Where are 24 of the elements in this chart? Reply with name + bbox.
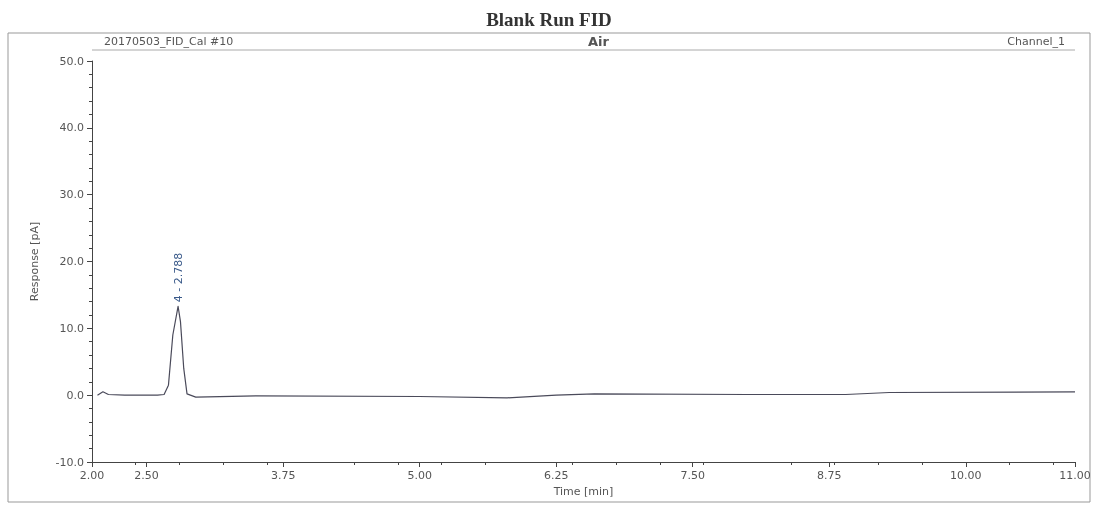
x-tick-label: 8.75 bbox=[817, 469, 842, 482]
x-tick-label: 3.75 bbox=[270, 469, 296, 482]
x-tick-label: 10.00 bbox=[950, 469, 982, 482]
x-tick-label: 11.00 bbox=[1059, 469, 1091, 482]
text: Air bbox=[588, 34, 610, 49]
x-axis-title: Time [min] bbox=[552, 484, 614, 498]
text: 20170503_FID_Cal #10 bbox=[104, 35, 234, 48]
y-tick-label: 10.0 bbox=[59, 321, 84, 335]
x-tick-label: 2.00 bbox=[79, 469, 105, 482]
y-tick-label: 40.0 bbox=[59, 121, 84, 135]
y-tick-label: 30.0 bbox=[59, 188, 84, 202]
y-tick-label: 50.0 bbox=[59, 54, 84, 68]
text: Channel_1 bbox=[1007, 35, 1066, 48]
x-tick-label: 5.00 bbox=[407, 469, 432, 482]
x-tick-label: 2.50 bbox=[134, 469, 159, 482]
y-tick-label: 20.0 bbox=[59, 255, 84, 268]
y-tick-label: -10.0 bbox=[55, 455, 84, 469]
x-tick-label: 6.25 bbox=[543, 469, 569, 482]
chart-title: Blank Run FID bbox=[486, 9, 612, 30]
y-tick-label: 0.0 bbox=[66, 388, 84, 402]
x-tick-label: 7.50 bbox=[680, 469, 705, 482]
annotation: 4 - 2.788 bbox=[171, 252, 185, 303]
y-axis-title: Response [pA] bbox=[28, 221, 41, 302]
line-series bbox=[96, 305, 1076, 399]
